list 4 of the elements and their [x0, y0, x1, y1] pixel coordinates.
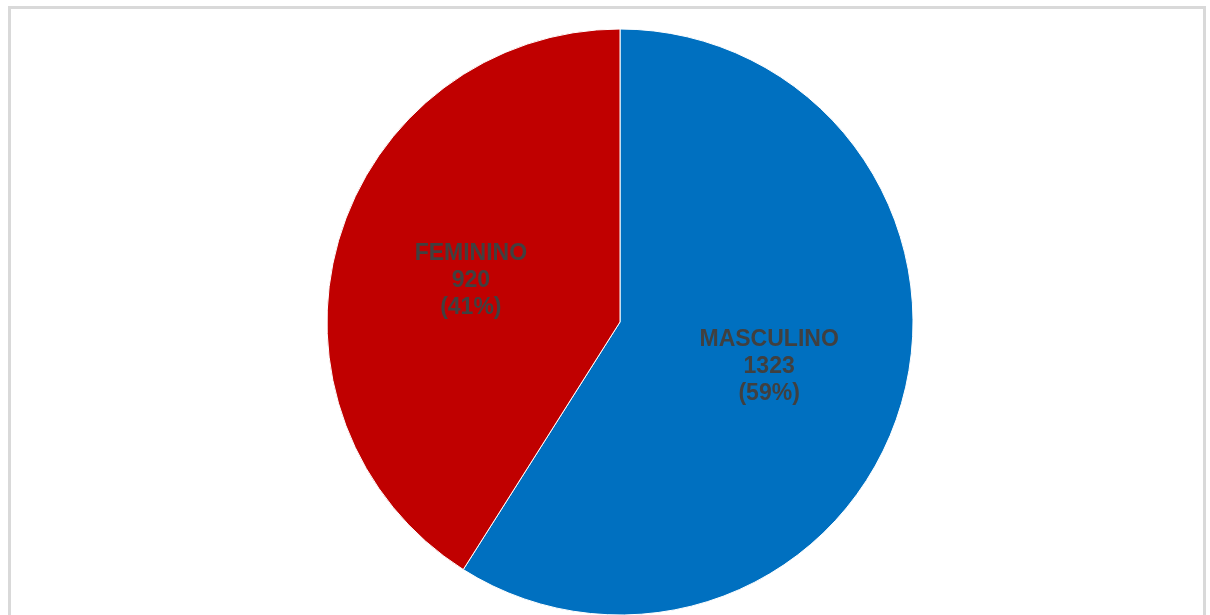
- data-label: 1323 (59%): [738, 352, 800, 406]
- data-label: 920 (41%): [440, 265, 502, 319]
- slice-label: FEMININO: [414, 238, 528, 265]
- slice-label: MASCULINO: [699, 325, 839, 352]
